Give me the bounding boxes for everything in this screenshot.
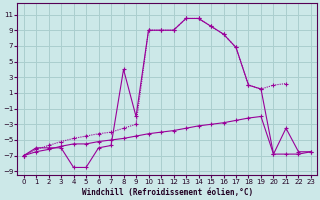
X-axis label: Windchill (Refroidissement éolien,°C): Windchill (Refroidissement éolien,°C)	[82, 188, 253, 197]
